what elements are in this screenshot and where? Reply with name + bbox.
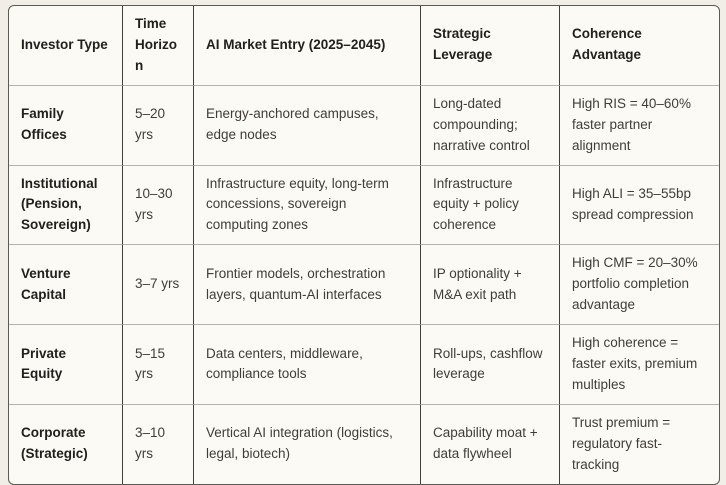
cell-investor-type: Family Offices (9, 84, 122, 165)
cell-time-horizon: 5–20 yrs (122, 84, 193, 165)
page-background: Investor Type Time Horizon AI Market Ent… (8, 5, 720, 485)
cell-investor-type: Institutional (Pension, Sovereign) (9, 164, 122, 245)
column-header-coherence-advantage: Coherence Advantage (559, 6, 719, 85)
cell-market-entry: Frontier models, orchestration layers, q… (193, 244, 420, 325)
cell-market-entry: Energy-anchored campuses, edge nodes (193, 84, 420, 165)
column-header-strategic-leverage: Strategic Leverage (420, 6, 559, 85)
cell-market-entry: Data centers, middleware, compliance too… (193, 324, 420, 404)
cell-strategic-leverage: Long-dated compounding; narrative contro… (420, 84, 559, 165)
cell-strategic-leverage: Infrastructure equity + policy coherence (420, 164, 559, 245)
table-row-institutional: Institutional (Pension, Sovereign) 10–30… (9, 164, 719, 245)
table-row-venture-capital: Venture Capital 3–7 yrs Frontier models,… (9, 244, 719, 325)
cell-coherence-advantage: High RIS = 40–60% faster partner alignme… (559, 84, 719, 165)
column-header-time-horizon: Time Horizon (122, 6, 193, 85)
cell-coherence-advantage: High CMF = 20–30% portfolio completion a… (559, 244, 719, 325)
table-row-corporate: Corporate (Strategic) 3–10 yrs Vertical … (9, 403, 719, 484)
cell-strategic-leverage: Capability moat + data flywheel (420, 403, 559, 484)
cell-time-horizon: 3–10 yrs (122, 403, 193, 484)
cell-coherence-advantage: High ALI = 35–55bp spread compression (559, 164, 719, 245)
table-header-row: Investor Type Time Horizon AI Market Ent… (9, 6, 719, 85)
table-row-private-equity: Private Equity 5–15 yrs Data centers, mi… (9, 324, 719, 404)
cell-investor-type: Private Equity (9, 324, 122, 404)
table-row-family-offices: Family Offices 5–20 yrs Energy-anchored … (9, 84, 719, 165)
cell-market-entry: Infrastructure equity, long-term concess… (193, 164, 420, 245)
cell-time-horizon: 10–30 yrs (122, 164, 193, 245)
cell-strategic-leverage: IP optionality + M&A exit path (420, 244, 559, 325)
column-header-investor-type: Investor Type (21, 36, 108, 52)
cell-coherence-advantage: High coherence = faster exits, premium m… (559, 324, 719, 404)
cell-time-horizon: 3–7 yrs (122, 244, 193, 325)
cell-coherence-advantage: Trust premium = regulatory fast-tracking (559, 403, 719, 484)
cell-market-entry: Vertical AI integration (logistics, lega… (193, 403, 420, 484)
cell-time-horizon: 5–15 yrs (122, 324, 193, 404)
column-header-market-entry: AI Market Entry (2025–2045) (193, 6, 420, 85)
cell-investor-type: Venture Capital (9, 244, 122, 324)
cell-investor-type: Corporate (Strategic) (9, 403, 122, 484)
cell-strategic-leverage: Roll-ups, cashflow leverage (420, 324, 559, 404)
investor-strategy-table: Investor Type Time Horizon AI Market Ent… (8, 5, 720, 485)
